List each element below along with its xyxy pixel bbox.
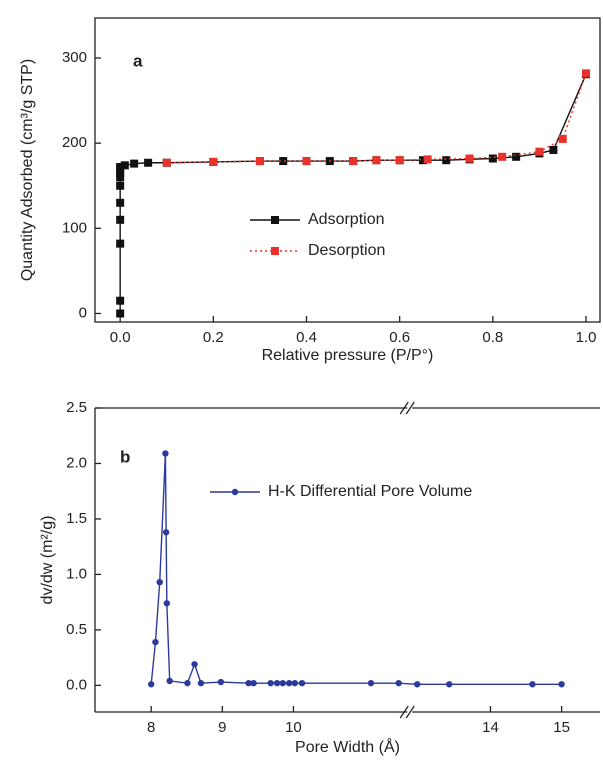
marker: [558, 134, 567, 143]
legend-marker: [231, 488, 239, 496]
x-tick-label: 1.0: [576, 329, 597, 346]
axis-break: [399, 705, 409, 719]
marker: [298, 679, 306, 687]
y-tick-label: 300: [62, 49, 87, 66]
marker: [582, 69, 591, 78]
x-axis-title: Relative pressure (P/P°): [262, 347, 434, 364]
panel-label: a: [133, 51, 143, 70]
marker: [291, 679, 299, 687]
y-axis-title: dv/dw (m²/g): [39, 516, 56, 605]
y-tick-label: 0: [79, 304, 87, 321]
y-tick-label: 100: [62, 219, 87, 236]
legend-label: H-K Differential Pore Volume: [268, 483, 472, 500]
x-tick-label: 10: [285, 719, 302, 736]
marker: [267, 679, 274, 687]
y-axis-title: Quantity Adsorbed (cm³/g STP): [19, 59, 36, 281]
marker: [116, 215, 125, 224]
marker: [245, 679, 252, 687]
x-tick-label: 0.8: [482, 329, 503, 346]
x-tick-label: 15: [553, 719, 570, 736]
marker: [549, 145, 558, 154]
y-tick-label: 2.5: [66, 399, 87, 416]
marker: [191, 661, 198, 668]
marker: [302, 157, 311, 166]
x-axis-title: Pore Width (Å): [295, 737, 400, 756]
series-line: [166, 73, 587, 164]
axis-break: [405, 705, 415, 719]
x-tick-label: 14: [482, 719, 499, 736]
marker: [535, 147, 544, 156]
y-tick-label: 0.5: [66, 621, 87, 638]
marker: [116, 168, 125, 177]
legend-marker: [271, 247, 279, 255]
marker: [529, 681, 536, 688]
marker: [498, 152, 507, 161]
marker: [116, 239, 125, 248]
marker: [116, 181, 125, 190]
marker: [372, 156, 381, 165]
marker: [250, 679, 257, 687]
marker: [162, 158, 171, 167]
marker: [279, 157, 288, 166]
marker: [144, 158, 153, 167]
marker: [162, 450, 169, 457]
marker: [166, 677, 173, 685]
marker: [279, 679, 286, 687]
y-tick-label: 2.0: [66, 454, 87, 471]
legend-label: Desorption: [308, 242, 385, 259]
marker: [367, 679, 375, 687]
marker: [349, 157, 358, 166]
legend-label: Adsorption: [308, 211, 385, 228]
x-tick-label: 9: [218, 719, 226, 736]
marker: [116, 309, 125, 318]
y-tick-label: 0.0: [66, 676, 87, 693]
marker: [163, 600, 171, 607]
marker: [273, 679, 281, 687]
x-tick-label: 0.4: [296, 329, 317, 346]
marker: [414, 681, 421, 688]
marker: [217, 678, 225, 686]
axis-break: [399, 401, 409, 415]
marker: [209, 157, 218, 166]
y-tick-label: 1.5: [66, 510, 87, 527]
x-tick-label: 8: [147, 719, 155, 736]
x-tick-label: 0.2: [203, 329, 224, 346]
marker: [152, 638, 159, 646]
axis-break: [405, 401, 415, 415]
panel-label: b: [120, 447, 130, 466]
marker: [156, 578, 163, 586]
marker: [442, 156, 451, 165]
marker: [395, 156, 404, 165]
marker: [116, 198, 125, 207]
marker: [147, 681, 155, 688]
marker: [418, 156, 427, 165]
marker: [446, 681, 453, 688]
marker: [162, 529, 170, 536]
y-tick-label: 200: [62, 134, 87, 151]
x-tick-label: 0.6: [389, 329, 410, 346]
marker: [512, 152, 521, 161]
marker: [116, 296, 125, 305]
marker: [465, 154, 474, 163]
x-tick-label: 0.0: [110, 329, 131, 346]
marker: [395, 679, 402, 687]
marker: [423, 155, 432, 164]
plot-frame: [94, 17, 601, 323]
marker: [488, 154, 497, 163]
y-tick-label: 1.0: [66, 565, 87, 582]
marker: [120, 161, 129, 170]
marker: [130, 159, 139, 168]
marker: [197, 679, 205, 687]
marker: [184, 679, 191, 687]
legend-marker: [271, 216, 279, 224]
marker: [558, 681, 565, 688]
marker: [285, 679, 293, 687]
marker: [116, 173, 125, 182]
series-line: [119, 73, 587, 314]
marker: [255, 157, 264, 166]
marker: [116, 163, 125, 172]
